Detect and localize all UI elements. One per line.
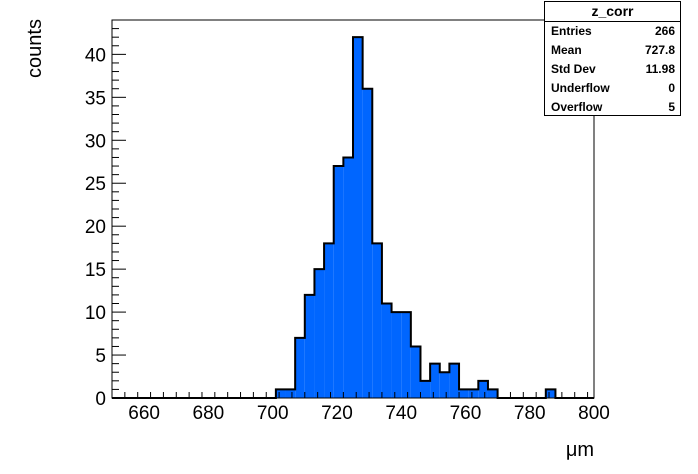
stats-row-underflow: Underflow 0	[545, 79, 680, 98]
stats-label: Std Dev	[551, 62, 596, 76]
stats-label: Mean	[551, 43, 582, 57]
y-tick-label: 5	[95, 346, 106, 367]
x-tick-label: 660	[128, 403, 160, 424]
x-tick-label: 800	[578, 403, 610, 424]
y-tick-label: 0	[95, 389, 106, 410]
y-tick-label: 25	[85, 174, 106, 195]
y-axis-label: counts	[24, 19, 46, 78]
y-tick-label: 40	[85, 45, 106, 66]
stats-value: 727.8	[644, 43, 675, 57]
histogram-bar	[372, 243, 382, 398]
stats-box: z_corr Entries 266 Mean 727.8 Std Dev 11…	[544, 1, 681, 116]
stats-row-overflow: Overflow 5	[545, 98, 680, 117]
histogram-bar	[333, 166, 344, 398]
stats-value: 11.98	[645, 62, 675, 76]
histogram-bar	[381, 303, 392, 398]
stats-value: 5	[668, 100, 675, 114]
histogram-bar	[391, 312, 402, 398]
histogram-bar	[430, 363, 440, 398]
stats-row-mean: Mean 727.8	[545, 41, 680, 60]
histogram-bar	[410, 346, 421, 398]
histogram-bar	[295, 337, 305, 398]
histogram-bar	[478, 380, 488, 398]
stats-row-entries: Entries 266	[545, 22, 680, 41]
stats-value: 0	[668, 81, 675, 95]
histogram-bar	[285, 389, 296, 398]
histogram-bar	[459, 389, 469, 398]
histogram-bar	[362, 88, 373, 399]
x-tick-label: 680	[193, 403, 225, 424]
y-tick-label: 10	[85, 303, 106, 324]
stats-row-std-dev: Std Dev 11.98	[545, 60, 680, 79]
x-tick-label: 740	[385, 403, 417, 424]
stats-label: Entries	[551, 24, 592, 38]
y-tick-label: 20	[85, 217, 106, 238]
stats-box-title: z_corr	[545, 2, 680, 22]
y-tick-label: 15	[85, 260, 106, 281]
histogram-bar	[545, 389, 556, 398]
histogram-bar	[487, 389, 498, 398]
histogram-bar	[275, 389, 286, 398]
histogram-bar	[314, 269, 325, 398]
y-tick-label: 35	[85, 88, 106, 109]
histogram-bar	[449, 363, 460, 398]
histogram-bar	[439, 372, 450, 398]
stats-label: Overflow	[551, 100, 603, 114]
x-tick-label: 700	[257, 403, 289, 424]
histogram-bars	[275, 37, 556, 399]
histogram-bar	[324, 243, 334, 398]
x-tick-label: 720	[321, 403, 353, 424]
histogram-bar	[304, 294, 315, 398]
y-tick-label: 30	[85, 131, 106, 152]
histogram-bar	[353, 37, 363, 398]
histogram-bar	[420, 380, 431, 398]
x-axis-label: μm	[566, 439, 594, 461]
x-tick-label: 780	[514, 403, 546, 424]
stats-value: 266	[654, 24, 675, 38]
histogram-bar	[343, 157, 353, 398]
histogram-bar	[468, 389, 479, 398]
x-axis-ticks: 660 680 700 720 740 760 780 800	[111, 392, 610, 424]
stats-label: Underflow	[551, 81, 610, 95]
x-tick-label: 760	[450, 403, 482, 424]
histogram-bar	[401, 312, 411, 398]
y-axis-ticks: 0 5 10 15 20 25 30 35 40	[85, 19, 126, 410]
